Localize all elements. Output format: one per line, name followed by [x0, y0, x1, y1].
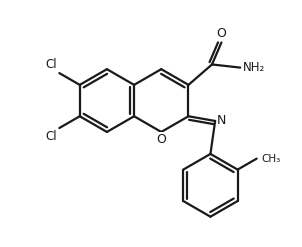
Text: Cl: Cl: [45, 58, 57, 71]
Text: N: N: [216, 114, 226, 127]
Text: O: O: [217, 27, 226, 40]
Text: O: O: [156, 133, 166, 146]
Text: CH₃: CH₃: [261, 154, 280, 164]
Text: NH₂: NH₂: [243, 61, 265, 74]
Text: Cl: Cl: [45, 130, 57, 144]
